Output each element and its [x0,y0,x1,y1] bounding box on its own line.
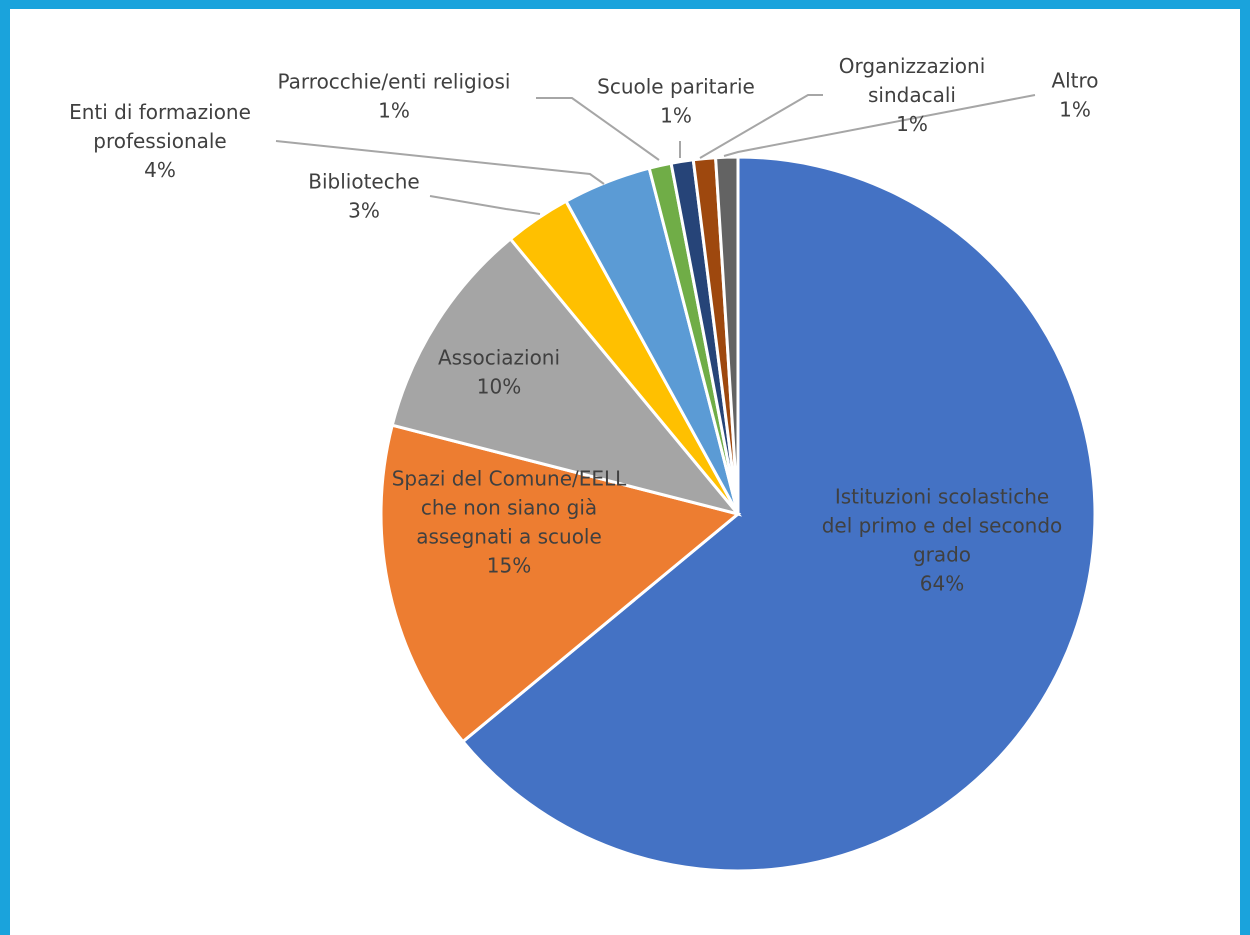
slice-enti-formazione-leader-line [275,140,605,185]
slice-parrocchie-label-line: Parrocchie/enti religiosi [278,70,511,94]
slice-enti-formazione-label-line: Enti di formazione [69,100,251,124]
slice-spazi-comune [379,423,742,744]
slice-enti-formazione-percent: 4% [144,158,176,182]
slice-parrocchie-percent: 1% [378,99,410,123]
slice-scuole-paritarie-label-line: Scuole paritarie [597,75,755,99]
slice-altro-percent: 1% [1059,98,1091,122]
slice-spazi-comune-percent: 15% [487,554,531,578]
slice-istituzioni-scolastiche-label-line: del primo e del secondo [822,514,1063,538]
slice-enti-formazione-label-line: professionale [93,129,227,153]
slice-associazioni-percent: 10% [477,375,521,399]
slice-spazi-comune-label-line: che non siano già [421,496,597,520]
slice-organizzazioni-sindacali-leader-line [699,94,823,159]
slice-altro-label: Altro 1% [1051,69,1098,122]
slice-istituzioni-scolastiche-label-line: Istituzioni scolastiche [835,485,1049,509]
slice-spazi-comune-label: Spazi del Comune/EELL che non siano già as… [392,467,627,578]
slice-biblioteche-percent: 3% [348,199,380,223]
slice-labels: Istituzioni scolastiche del primo e del s… [69,54,1098,596]
slice-scuole-paritarie-percent: 1% [660,104,692,128]
slice-altro [713,155,740,515]
slice-altro-leader-line [723,94,1036,157]
slice-istituzioni-scolastiche [460,155,1097,873]
slice-associazioni [390,236,743,517]
slice-scuole-paritarie-label: Scuole paritarie 1% [597,75,755,128]
slice-istituzioni-scolastiche-percent: 64% [920,572,964,596]
slice-organizzazioni-sindacali-label-line: Organizzazioni [839,54,986,78]
slice-enti-formazione-label: Enti di formazione professionale 4% [69,100,251,182]
slice-istituzioni-scolastiche-label: Istituzioni scolastiche del primo e del s… [822,485,1063,596]
slice-biblioteche-label-line: Biblioteche [308,170,419,194]
slice-spazi-comune-label-line: Spazi del Comune/EELL [392,467,627,491]
pie-slices [379,155,1097,873]
slice-organizzazioni-sindacali-label-line: sindacali [868,83,956,107]
slice-parrocchie-leader-line [536,97,660,161]
slice-organizzazioni-sindacali-label: Organizzazioni sindacali 1% [839,54,986,136]
slice-istituzioni-scolastiche-label-line: grado [913,543,971,567]
slice-associazioni-label: Associazioni 10% [438,346,560,399]
leader-lines [275,94,1036,215]
slice-parrocchie-label: Parrocchie/enti religiosi 1% [278,70,511,123]
slice-biblioteche-label: Biblioteche 3% [308,170,419,223]
slice-associazioni-label-line: Associazioni [438,346,560,370]
slice-altro-label-line: Altro [1051,69,1098,93]
slice-organizzazioni-sindacali-percent: 1% [896,112,928,136]
slice-spazi-comune-label-line: assegnati a scuole [416,525,602,549]
slice-biblioteche-leader-line [429,195,541,215]
